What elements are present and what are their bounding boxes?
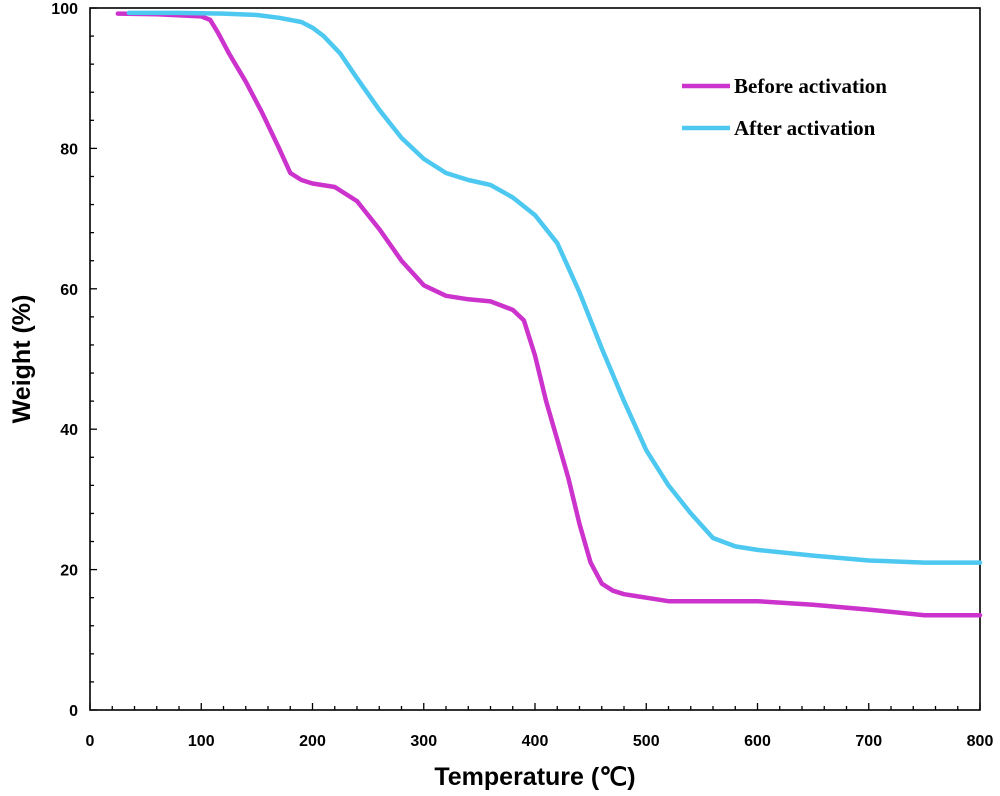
- y-tick-label: 100: [51, 1, 78, 18]
- legend-label: After activation: [734, 116, 876, 140]
- y-tick-label: 60: [60, 282, 78, 299]
- y-tick-label: 0: [69, 703, 78, 720]
- x-tick-label: 500: [633, 733, 660, 750]
- y-tick-label: 40: [60, 422, 78, 439]
- series-line-before-activation: [115, 11, 983, 618]
- x-tick-label: 700: [855, 733, 882, 750]
- x-tick-label: 200: [299, 733, 326, 750]
- legend: Before activation After activation: [682, 74, 887, 140]
- x-tick-label: 0: [86, 733, 95, 750]
- y-tick-label: 20: [60, 563, 78, 580]
- series-layer: [115, 10, 983, 618]
- x-tick-label: 100: [188, 733, 215, 750]
- y-tick-label: 80: [60, 141, 78, 158]
- axes-layer: 0 20 40 60 80 100 0 100 200 300 400 500 600 700 800: [51, 1, 993, 750]
- y-axis-title: Weight (%): [8, 295, 36, 424]
- legend-label: Before activation: [734, 74, 887, 98]
- x-tick-label: 800: [967, 733, 994, 750]
- series-line-after-activation: [126, 10, 983, 565]
- x-tick-label: 300: [410, 733, 437, 750]
- x-tick-label: 400: [522, 733, 549, 750]
- x-axis-title: Temperature (℃): [434, 763, 635, 791]
- x-tick-label: 600: [744, 733, 771, 750]
